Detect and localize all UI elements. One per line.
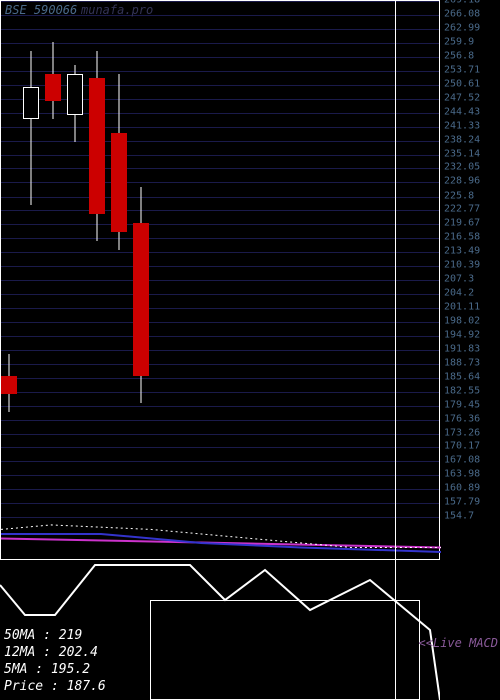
y-tick-label: 269.18	[444, 0, 480, 6]
y-tick-label: 266.08	[444, 8, 480, 19]
y-tick-label: 213.49	[444, 246, 480, 257]
live-macd-label: <<Live MACD	[419, 636, 498, 650]
candle	[1, 354, 17, 413]
y-tick-label: 163.98	[444, 469, 480, 480]
y-tick-label: 179.45	[444, 399, 480, 410]
info-line: Price : 187.6	[4, 679, 106, 696]
macd-box	[150, 600, 420, 700]
y-tick-label: 204.2	[444, 288, 474, 299]
candle	[111, 74, 127, 250]
y-tick-label: 250.61	[444, 78, 480, 89]
y-tick-label: 259.9	[444, 36, 474, 47]
y-tick-label: 210.39	[444, 260, 480, 271]
info-line: 50MA : 219	[4, 628, 106, 645]
y-tick-label: 216.58	[444, 232, 480, 243]
price-chart: BSE 590066 munafa.pro	[0, 0, 440, 560]
y-tick-label: 194.92	[444, 329, 480, 340]
info-line: 12MA : 202.4	[4, 645, 106, 662]
y-tick-label: 222.77	[444, 204, 480, 215]
candle	[45, 42, 61, 119]
symbol-label: BSE 590066	[5, 3, 77, 17]
y-tick-label: 256.8	[444, 50, 474, 61]
candle	[67, 65, 83, 142]
y-tick-label: 173.26	[444, 427, 480, 438]
y-tick-label: 244.43	[444, 106, 480, 117]
y-tick-label: 191.83	[444, 343, 480, 354]
y-tick-label: 253.71	[444, 64, 480, 75]
y-tick-label: 228.96	[444, 176, 480, 187]
y-tick-label: 167.08	[444, 455, 480, 466]
y-tick-label: 185.64	[444, 371, 480, 382]
candle	[23, 51, 39, 204]
candle	[133, 187, 149, 403]
y-tick-label: 262.99	[444, 22, 480, 33]
y-tick-label: 188.73	[444, 357, 480, 368]
y-tick-label: 235.14	[444, 148, 480, 159]
y-tick-label: 232.05	[444, 162, 480, 173]
y-tick-label: 225.8	[444, 190, 474, 201]
y-axis: 269.18 266.08 262.99 259.9 256.8 253.71 250.61…	[440, 0, 500, 560]
y-tick-label: 154.7	[444, 511, 474, 522]
info-overlay: 50MA : 21912MA : 202.45MA : 195.2Price :…	[4, 628, 106, 696]
y-tick-label: 238.24	[444, 134, 480, 145]
y-tick-label: 170.17	[444, 441, 480, 452]
info-line: 5MA : 195.2	[4, 662, 106, 679]
candle	[89, 51, 105, 240]
cursor-line	[395, 0, 396, 700]
y-tick-label: 198.02	[444, 315, 480, 326]
y-tick-label: 219.67	[444, 218, 480, 229]
y-tick-label: 241.33	[444, 120, 480, 131]
y-tick-label: 201.11	[444, 301, 480, 312]
watermark: munafa.pro	[81, 3, 153, 17]
y-tick-label: 182.55	[444, 385, 480, 396]
y-tick-label: 176.36	[444, 413, 480, 424]
y-tick-label: 247.52	[444, 92, 480, 103]
y-tick-label: 157.79	[444, 497, 480, 508]
y-tick-label: 207.3	[444, 274, 474, 285]
y-tick-label: 160.89	[444, 483, 480, 494]
